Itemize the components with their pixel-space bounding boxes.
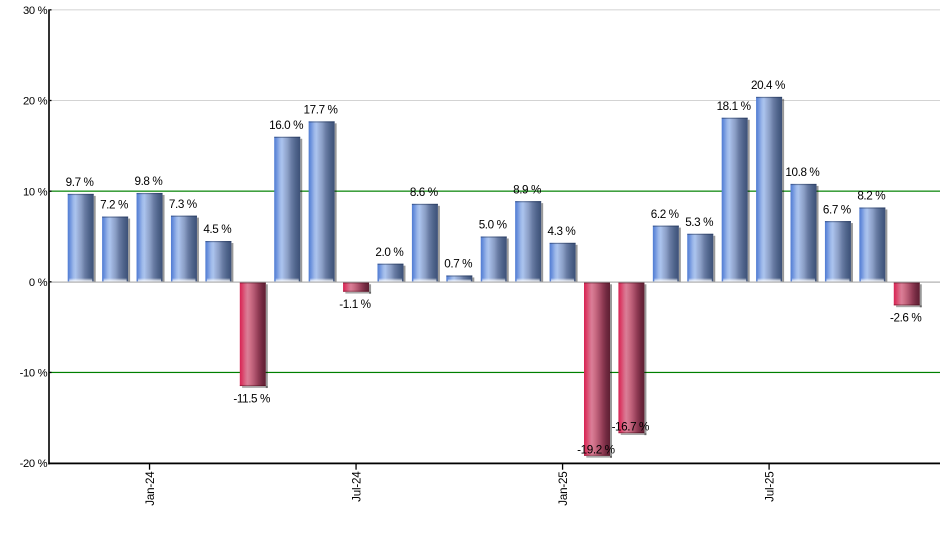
svg-text:8.2 %: 8.2 % bbox=[857, 190, 885, 203]
svg-text:8.6 %: 8.6 % bbox=[410, 186, 438, 199]
svg-text:30 %: 30 % bbox=[23, 5, 48, 17]
svg-text:5.3 %: 5.3 % bbox=[685, 216, 713, 229]
svg-text:4.3 %: 4.3 % bbox=[548, 225, 576, 238]
svg-text:-20 %: -20 % bbox=[20, 458, 48, 470]
svg-text:6.2 %: 6.2 % bbox=[651, 208, 679, 221]
svg-text:-16.7 %: -16.7 % bbox=[612, 421, 649, 434]
svg-text:-11.5 %: -11.5 % bbox=[233, 392, 270, 405]
svg-text:Jan-24: Jan-24 bbox=[144, 471, 157, 506]
svg-text:-2.6 %: -2.6 % bbox=[890, 312, 921, 325]
svg-text:10.8 %: 10.8 % bbox=[785, 166, 819, 179]
svg-text:4.5 %: 4.5 % bbox=[203, 223, 231, 236]
svg-text:2.0 %: 2.0 % bbox=[375, 246, 403, 259]
svg-text:8.9 %: 8.9 % bbox=[513, 183, 541, 196]
svg-text:9.7 %: 9.7 % bbox=[66, 176, 94, 189]
svg-text:10 %: 10 % bbox=[23, 186, 48, 198]
svg-text:5.0 %: 5.0 % bbox=[479, 219, 507, 232]
svg-text:Jan-25: Jan-25 bbox=[557, 472, 570, 506]
svg-text:20 %: 20 % bbox=[23, 96, 48, 108]
svg-text:6.7 %: 6.7 % bbox=[823, 203, 851, 216]
svg-text:-1.1 %: -1.1 % bbox=[339, 298, 370, 311]
svg-text:7.3 %: 7.3 % bbox=[169, 198, 197, 211]
svg-text:16.0 %: 16.0 % bbox=[269, 119, 303, 132]
svg-text:7.2 %: 7.2 % bbox=[100, 199, 128, 212]
svg-text:9.8 %: 9.8 % bbox=[134, 175, 162, 188]
svg-text:-10 %: -10 % bbox=[20, 368, 48, 380]
svg-text:0.7 %: 0.7 % bbox=[444, 258, 472, 271]
svg-text:17.7 %: 17.7 % bbox=[304, 104, 338, 117]
svg-text:Jul-25: Jul-25 bbox=[763, 472, 776, 502]
svg-text:0 %: 0 % bbox=[29, 277, 48, 289]
svg-text:20.4 %: 20.4 % bbox=[751, 79, 785, 92]
svg-text:18.1 %: 18.1 % bbox=[717, 100, 751, 113]
svg-text:-19.2 %: -19.2 % bbox=[577, 443, 614, 456]
svg-text:Jul-24: Jul-24 bbox=[350, 471, 363, 502]
